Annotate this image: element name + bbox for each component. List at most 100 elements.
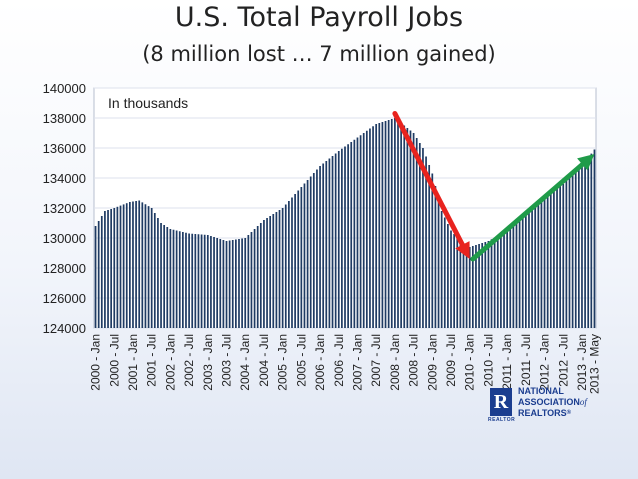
bar (132, 201, 134, 328)
bar (110, 209, 113, 328)
bar (381, 122, 384, 328)
bar (347, 144, 349, 328)
arrow-shaft (392, 111, 465, 248)
bar (210, 236, 212, 328)
bar (397, 120, 399, 328)
bar (100, 216, 103, 328)
bar (412, 133, 415, 328)
y-tick-label: 126000 (43, 291, 86, 306)
x-tick-label: 2003 - Jul (220, 334, 234, 387)
bar (203, 234, 206, 328)
bar (125, 203, 128, 328)
bar (291, 197, 293, 328)
bar (590, 153, 593, 328)
bar (559, 186, 562, 328)
bar (400, 123, 402, 328)
bar (119, 205, 122, 328)
bar (166, 227, 169, 328)
bar (365, 130, 368, 328)
bar (247, 235, 250, 328)
bar (104, 211, 106, 328)
x-tick-label: 2006 - Jul (332, 334, 346, 387)
logo-line1: NATIONAL (518, 386, 564, 396)
bar (475, 245, 477, 328)
bar (238, 239, 240, 328)
bar (94, 226, 97, 328)
bar (359, 135, 362, 328)
bar (478, 244, 480, 328)
units-note: In thousands (108, 95, 188, 111)
bar (503, 232, 505, 328)
bar (341, 148, 343, 328)
bar (515, 222, 518, 328)
bar (244, 238, 247, 328)
bar (568, 178, 571, 328)
bar (213, 237, 215, 328)
bar (409, 130, 412, 328)
bar (453, 234, 455, 328)
logo-line3: REALTORS (518, 408, 567, 418)
x-tick-label: 2007 - Jan (350, 334, 364, 391)
bar (462, 243, 465, 328)
bar (456, 237, 459, 328)
x-tick-label: 2002 - Jul (182, 334, 196, 387)
bar (175, 230, 178, 328)
bar (372, 126, 374, 328)
bar (528, 211, 530, 328)
bar (256, 226, 259, 328)
bar (153, 213, 156, 328)
bar (316, 169, 318, 328)
bar (278, 210, 281, 328)
bar (369, 128, 371, 328)
bar (163, 225, 166, 328)
bar (138, 200, 141, 328)
bar (512, 225, 515, 328)
bar (509, 227, 512, 328)
x-tick-label: 2001 - Jul (145, 334, 159, 387)
bar (584, 161, 586, 328)
bar (334, 153, 337, 328)
bar (157, 218, 159, 328)
bar (587, 157, 590, 328)
bar (322, 163, 325, 328)
bar (577, 169, 580, 328)
bar (222, 240, 225, 328)
bar (521, 216, 524, 328)
x-tick-label: 2010 - Jul (481, 334, 495, 387)
x-tick-label: 2003 - Jan (201, 334, 215, 391)
bar (312, 173, 315, 328)
bar (200, 234, 203, 328)
x-tick-label: 2011 - Jan (500, 334, 514, 390)
bar (107, 210, 109, 328)
x-tick-label: 2011 - Jul (519, 334, 533, 386)
bar (524, 214, 527, 328)
bar (431, 173, 434, 328)
x-tick-label: 2001 - Jan (126, 334, 140, 391)
logo-line2-wrap: ASSOCIATIONof (518, 397, 587, 408)
x-tick-label: 2008 - Jul (407, 334, 421, 387)
bar (294, 194, 296, 328)
bar (540, 200, 543, 328)
bar (235, 239, 237, 328)
bar (490, 239, 493, 328)
logo-of: of (579, 397, 587, 407)
bar (378, 123, 381, 328)
bar (565, 181, 568, 328)
bar (484, 242, 487, 328)
bar (113, 208, 116, 328)
arrow-head (577, 154, 595, 171)
bar (481, 243, 484, 328)
bar (506, 230, 508, 328)
bar (250, 232, 253, 328)
arrow-head (455, 241, 470, 259)
x-tick-label: 2005 - Jul (294, 334, 308, 387)
x-tick-label: 2012 - Jul (556, 334, 570, 387)
bar (344, 146, 346, 328)
registered-mark-icon: ® (566, 410, 572, 416)
bar (272, 214, 275, 328)
slide-subtitle: (8 million lost … 7 million gained) (142, 42, 496, 66)
bar (266, 218, 268, 328)
x-tick-label: 2009 - Jan (425, 334, 439, 391)
